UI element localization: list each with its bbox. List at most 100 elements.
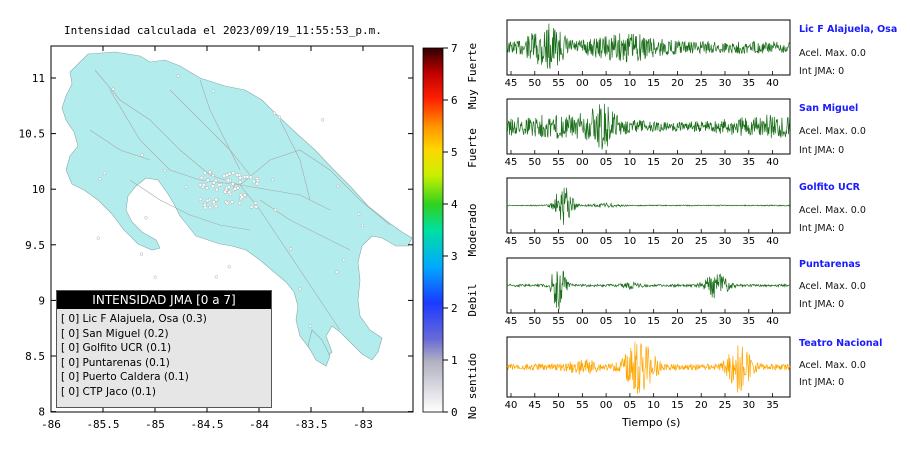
waveform-x-tick-label: 05 <box>600 157 613 168</box>
city-marker <box>308 324 312 328</box>
city-marker <box>254 205 259 209</box>
colorbar-category-label: Fuerte <box>466 128 479 168</box>
waveform-x-tick-label: 10 <box>624 236 637 247</box>
waveform-xlabel: Tiempo (s) <box>622 416 681 429</box>
city-marker <box>229 192 233 196</box>
city-marker <box>199 175 204 180</box>
page-title: Intensidad calculada el 2023/09/19_11:55… <box>64 24 382 37</box>
legend-item: [ 0] Golfito UCR (0.1) <box>61 342 172 354</box>
waveform-x-tick-label: 35 <box>742 316 755 327</box>
waveform-x-tick-label: 25 <box>695 78 708 89</box>
city-marker <box>214 204 218 209</box>
city-marker <box>248 175 253 179</box>
waveform-x-tick-label: 30 <box>719 316 732 327</box>
legend-item: [ 0] Puntarenas (0.1) <box>61 356 170 369</box>
city-marker <box>238 175 243 180</box>
waveform-x-tick-label: 20 <box>671 236 684 247</box>
colorbar-tick-label: 6 <box>451 94 458 107</box>
city-marker <box>227 265 231 269</box>
city-marker <box>230 182 235 186</box>
waveform-x-tick-label: 30 <box>742 400 755 411</box>
city-marker <box>230 200 234 204</box>
colorbar-tick-label: 3 <box>451 250 458 263</box>
city-marker <box>242 193 247 197</box>
waveform-x-tick-label: 50 <box>552 400 565 411</box>
city-marker <box>211 180 216 185</box>
city-marker <box>225 201 230 206</box>
waveform-x-tick-label: 55 <box>552 78 565 89</box>
map-x-tick-label: -84.5 <box>190 418 223 431</box>
waveform-x-tick-label: 15 <box>671 400 684 411</box>
map-x-tick-label: -85.5 <box>86 418 119 431</box>
city-marker <box>245 175 250 179</box>
waveform-x-tick-label: 50 <box>528 316 541 327</box>
station-name: Teatro Nacional <box>799 338 883 349</box>
waveform-x-tick-label: 25 <box>695 236 708 247</box>
waveform-x-tick-label: 50 <box>528 78 541 89</box>
station-int: Int JMA: 0 <box>799 223 845 234</box>
waveform-x-tick-label: 45 <box>528 400 541 411</box>
city-marker <box>96 236 100 240</box>
city-marker <box>176 74 180 78</box>
waveform-x-tick-label: 45 <box>505 236 518 247</box>
waveform-x-tick-label: 20 <box>671 316 684 327</box>
city-marker <box>208 170 212 174</box>
colorbar-category-label: Muy Fuerte <box>466 43 479 109</box>
city-marker <box>206 178 210 182</box>
waveform-x-tick-label: 05 <box>600 236 613 247</box>
colorbar: 0 1 2 3 4 5 6 7 No sentido Debil Moderado Fuerte Muy… <box>422 42 479 419</box>
legend-item: [ 0] Puerto Caldera (0.1) <box>61 371 189 383</box>
colorbar-category-label: Debil <box>466 283 479 316</box>
city-marker <box>277 115 282 119</box>
city-marker <box>271 178 275 182</box>
city-marker <box>342 258 346 262</box>
city-marker <box>256 179 260 183</box>
city-marker <box>222 174 226 178</box>
map-y-tick-label: 8 <box>38 406 45 419</box>
station-name: Puntarenas <box>799 259 861 270</box>
waveform-x-tick-label: 20 <box>695 400 708 411</box>
map-y-tick-label: 8.5 <box>25 350 45 363</box>
waveform-x-tick-label: 00 <box>576 316 589 327</box>
waveform-x-tick-label: 40 <box>505 400 518 411</box>
waveform-x-tick-label: 50 <box>528 157 541 168</box>
station-int: Int JMA: 0 <box>799 145 845 156</box>
city-marker <box>238 180 243 184</box>
map-y-tick-label: 10.5 <box>19 128 46 141</box>
waveform-x-tick-label: 55 <box>552 316 565 327</box>
map-y-tick-label: 10 <box>32 183 45 196</box>
city-marker <box>357 212 361 216</box>
city-marker <box>198 197 203 201</box>
waveform-panel: 45 50 55 00 05 10 15 20 25 30 35 40 <box>505 19 791 89</box>
waveform-x-tick-label: 45 <box>505 157 518 168</box>
colorbar-tick-label: 2 <box>451 302 458 315</box>
station-int: Int JMA: 0 <box>799 299 845 310</box>
city-marker <box>214 197 218 202</box>
colorbar-tick-label: 0 <box>451 406 458 419</box>
city-marker <box>217 183 222 187</box>
waveform-trace <box>506 341 791 394</box>
city-marker <box>208 205 212 210</box>
waveform-x-tick-label: 55 <box>576 400 589 411</box>
legend-item: [ 0] Lic F Alajuela, Osa (0.3) <box>61 313 207 325</box>
waveform-x-tick-label: 20 <box>671 78 684 89</box>
city-marker <box>153 275 157 279</box>
waveform-x-tick-label: 25 <box>695 316 708 327</box>
map-x-tick-label: -83 <box>353 418 373 431</box>
station-acel: Acel. Max. 0.0 <box>799 281 866 292</box>
waveform-x-tick-label: 00 <box>600 400 613 411</box>
city-marker <box>226 185 231 189</box>
waveform-x-tick-label: 35 <box>766 400 779 411</box>
waveform-panel: 45 50 55 00 05 10 15 20 25 30 35 40 <box>505 177 791 247</box>
waveform-x-tick-label: 00 <box>576 236 589 247</box>
legend-item: [ 0] CTP Jaco (0.1) <box>61 385 156 398</box>
waveform-x-tick-label: 30 <box>719 78 732 89</box>
station-int: Int JMA: 0 <box>799 66 845 77</box>
waveform-x-tick-label: 00 <box>576 78 589 89</box>
city-marker <box>139 252 144 256</box>
waveform-x-tick-label: 45 <box>505 78 518 89</box>
city-marker <box>240 195 245 199</box>
station-name: Lic F Alajuela, Osa <box>799 24 898 35</box>
waveform-x-tick-label: 10 <box>624 316 637 327</box>
waveform-x-tick-label: 50 <box>528 236 541 247</box>
